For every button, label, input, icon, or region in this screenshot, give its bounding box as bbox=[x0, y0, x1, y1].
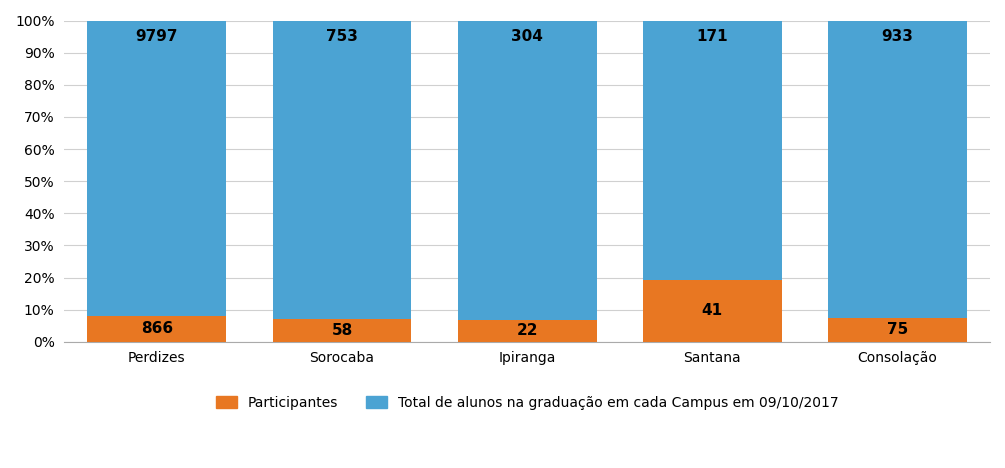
Text: 753: 753 bbox=[326, 29, 358, 44]
Text: 933: 933 bbox=[881, 29, 914, 44]
Text: 304: 304 bbox=[512, 29, 543, 44]
Text: 22: 22 bbox=[517, 323, 538, 338]
Text: 58: 58 bbox=[332, 323, 353, 338]
Bar bbox=[457, 21, 597, 320]
Text: 171: 171 bbox=[696, 29, 728, 44]
Bar bbox=[828, 318, 967, 342]
Bar bbox=[272, 319, 411, 342]
Text: 41: 41 bbox=[701, 303, 723, 318]
Bar bbox=[87, 21, 226, 316]
Text: 9797: 9797 bbox=[136, 29, 178, 44]
Bar bbox=[87, 316, 226, 342]
Bar bbox=[643, 280, 782, 342]
Text: 75: 75 bbox=[886, 322, 909, 337]
Bar bbox=[828, 21, 967, 318]
Bar bbox=[457, 320, 597, 342]
Bar bbox=[272, 21, 411, 319]
Text: 866: 866 bbox=[141, 321, 173, 336]
Bar bbox=[643, 21, 782, 280]
Legend: Participantes, Total de alunos na graduação em cada Campus em 09/10/2017: Participantes, Total de alunos na gradua… bbox=[210, 390, 844, 415]
